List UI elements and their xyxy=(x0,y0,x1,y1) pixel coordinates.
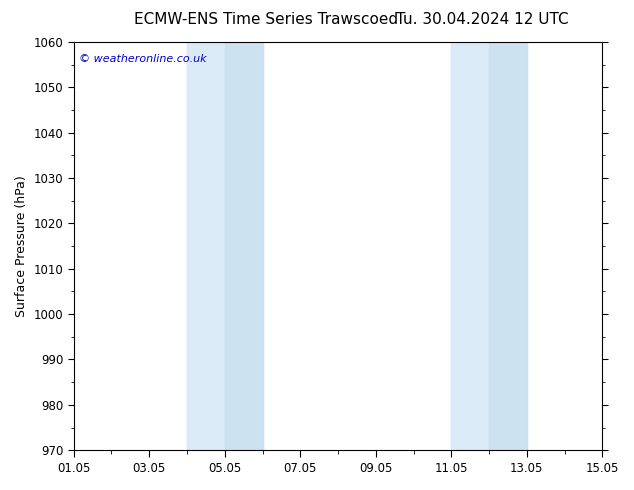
Bar xyxy=(187,42,224,450)
Text: Tu. 30.04.2024 12 UTC: Tu. 30.04.2024 12 UTC xyxy=(396,12,568,27)
Bar xyxy=(489,42,527,450)
Bar xyxy=(451,42,489,450)
Bar xyxy=(187,42,262,450)
Bar xyxy=(224,42,262,450)
Y-axis label: Surface Pressure (hPa): Surface Pressure (hPa) xyxy=(15,175,28,317)
Bar xyxy=(451,42,527,450)
Text: ECMW-ENS Time Series Trawscoed: ECMW-ENS Time Series Trawscoed xyxy=(134,12,398,27)
Text: © weatheronline.co.uk: © weatheronline.co.uk xyxy=(79,54,207,64)
